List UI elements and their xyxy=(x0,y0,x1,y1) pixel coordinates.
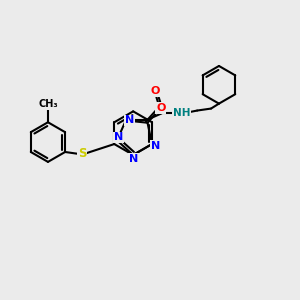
Text: O: O xyxy=(151,86,160,96)
Text: N: N xyxy=(152,141,160,151)
Text: N: N xyxy=(114,132,124,142)
Text: CH₃: CH₃ xyxy=(38,99,58,110)
Text: N: N xyxy=(128,154,138,164)
Text: O: O xyxy=(156,103,165,113)
Text: NH: NH xyxy=(172,107,190,118)
Text: S: S xyxy=(78,148,86,160)
Text: N: N xyxy=(125,116,134,125)
